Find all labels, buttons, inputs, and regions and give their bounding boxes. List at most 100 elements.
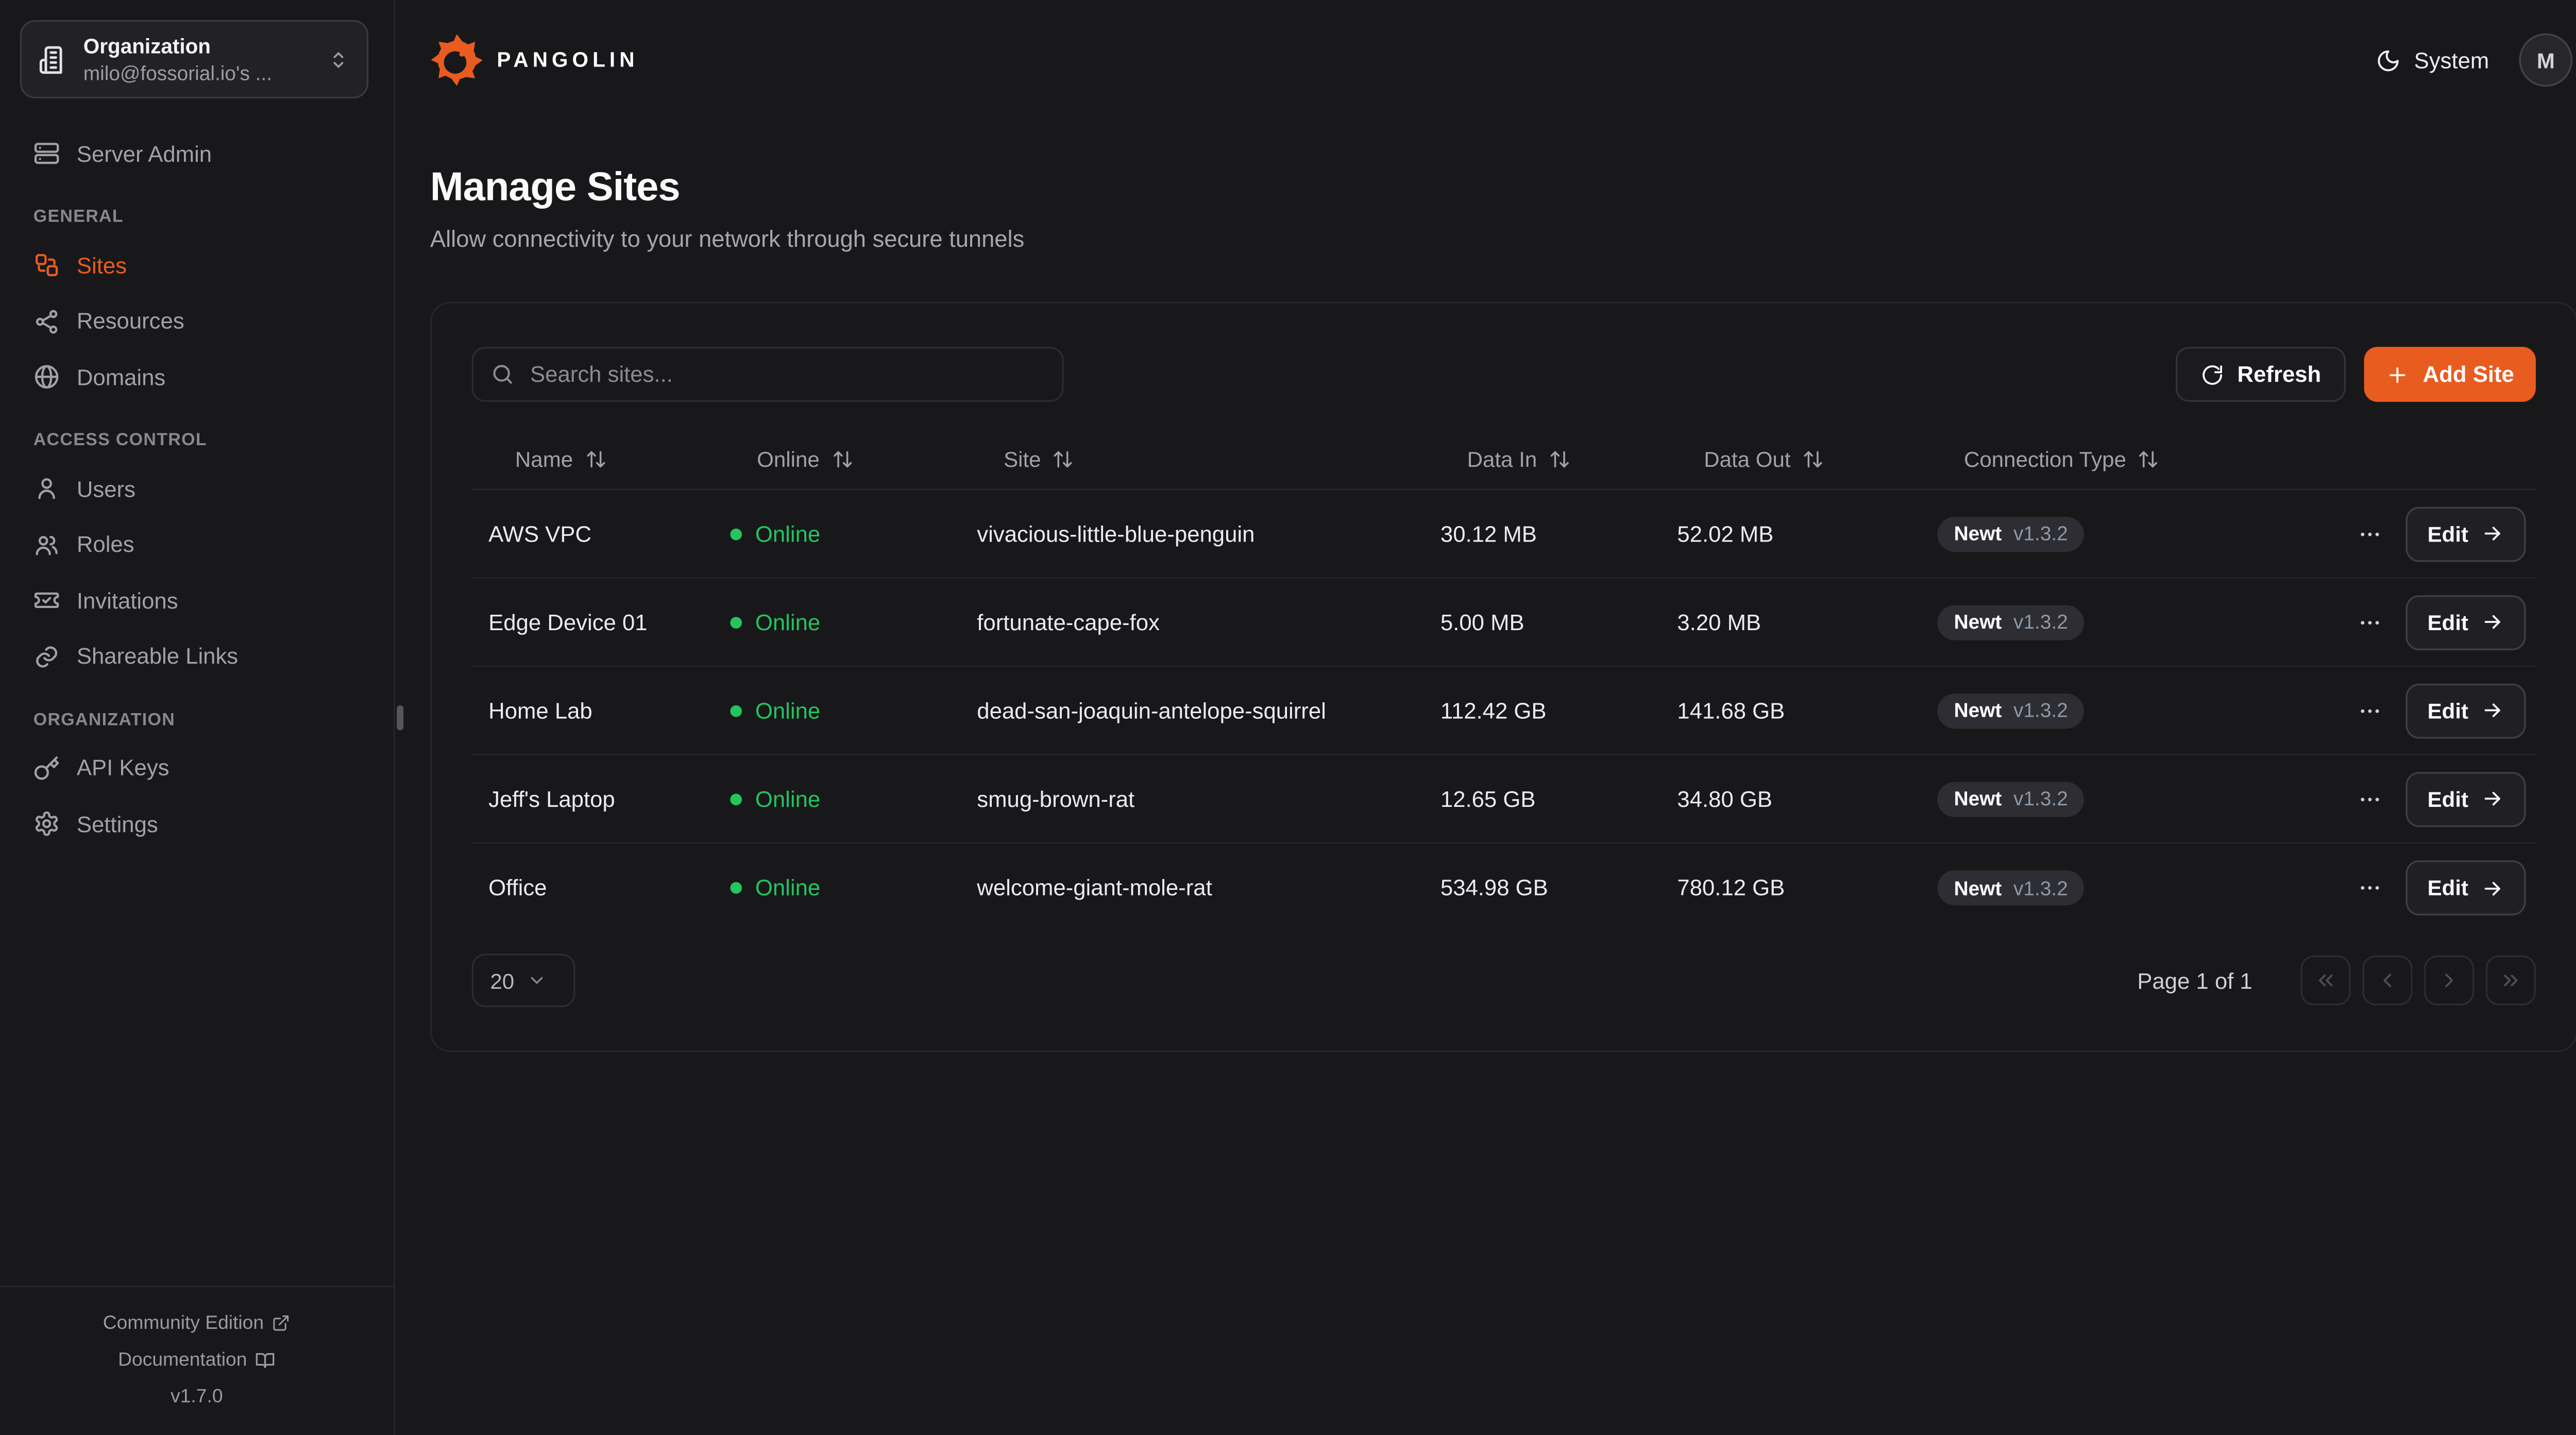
column-header-site[interactable]: Site — [977, 447, 1440, 472]
arrow-right-icon — [2484, 615, 2500, 629]
building-icon — [39, 45, 62, 73]
online-dot-icon — [730, 704, 742, 716]
community-edition-link[interactable]: Community Edition — [0, 1305, 394, 1341]
user-icon — [38, 478, 55, 499]
column-header-connection-type[interactable]: Connection Type — [1937, 447, 2357, 472]
sidebar-item-resources[interactable]: Resources — [20, 301, 374, 341]
column-label: Online — [757, 447, 820, 472]
sidebar-item-roles[interactable]: Roles — [20, 525, 374, 565]
plus-icon — [2390, 366, 2406, 382]
site-id: smug-brown-rat — [977, 786, 1135, 812]
table-row: Office Online welcome-giant-mole-rat 534… — [472, 843, 2536, 932]
edit-button[interactable]: Edit — [2405, 683, 2526, 738]
page-header: Manage Sites Allow connectivity to your … — [430, 165, 2572, 251]
sites-card: Refresh Add Site Name — [430, 301, 2576, 1052]
sidebar-item-label: Settings — [76, 811, 158, 836]
refresh-button[interactable]: Refresh — [2175, 347, 2346, 402]
chevron-down-icon — [532, 977, 544, 984]
org-selector-title: Organization — [83, 36, 211, 59]
table-row: AWS VPC Online vivacious-little-blue-pen… — [471, 490, 2536, 579]
row-menu-button[interactable] — [2358, 610, 2383, 635]
data-out-value: 52.02 MB — [1677, 521, 1774, 546]
row-menu-button[interactable] — [2358, 786, 2383, 812]
toolbar-actions: Refresh Add Site — [2175, 347, 2536, 402]
sidebar-item-domains[interactable]: Domains — [20, 357, 374, 397]
refresh-label: Refresh — [2237, 362, 2321, 387]
add-site-button[interactable]: Add Site — [2364, 347, 2536, 402]
online-status-label: Online — [755, 786, 821, 812]
sidebar-item-settings[interactable]: Settings — [20, 804, 374, 844]
online-dot-icon — [730, 792, 742, 805]
connection-version: v1.3.2 — [2013, 787, 2068, 811]
page-status: Page 1 of 1 — [2137, 968, 2252, 993]
pagination: Page 1 of 1 — [2137, 955, 2536, 1006]
row-menu-button[interactable] — [2358, 698, 2383, 723]
external-link-icon — [274, 1315, 289, 1331]
arrow-right-icon — [2484, 791, 2500, 806]
row-actions: Edit — [2358, 594, 2526, 650]
table-footer: 20 Page 1 of 1 — [471, 953, 2536, 1007]
column-header-data-in[interactable]: Data In — [1440, 447, 1677, 472]
connection-badge: Newt v1.3.2 — [1937, 604, 2085, 640]
org-selector[interactable]: Organization milo@fossorial.io's ... — [20, 20, 369, 98]
row-menu-button[interactable] — [2358, 875, 2383, 901]
org-selector-value: milo@fossorial.io's ... — [83, 61, 273, 85]
next-page-button[interactable] — [2424, 955, 2475, 1006]
online-dot-icon — [730, 616, 742, 628]
online-status: Online — [730, 698, 977, 723]
theme-toggle-button[interactable]: System — [2376, 47, 2489, 73]
sidebar-item-label: Invitations — [76, 587, 178, 613]
pangolin-logo-icon — [431, 34, 483, 86]
first-page-button[interactable] — [2300, 955, 2351, 1006]
refresh-icon — [2202, 364, 2222, 384]
add-site-label: Add Site — [2422, 362, 2514, 387]
theme-label: System — [2414, 47, 2489, 73]
globe-icon — [35, 365, 59, 389]
sidebar-item-sites[interactable]: Sites — [20, 245, 374, 285]
row-menu-button[interactable] — [2358, 521, 2383, 546]
moon-icon — [2378, 49, 2399, 71]
column-header-data-out[interactable]: Data Out — [1677, 447, 1937, 472]
sidebar-item-api-keys[interactable]: API Keys — [20, 748, 374, 788]
connection-name: Newt — [1954, 610, 2002, 634]
sites-toolbar: Refresh Add Site — [471, 347, 2536, 402]
server-icon — [34, 143, 59, 164]
sidebar-nav: Server Admin GENERAL Sites Resources — [0, 133, 394, 844]
community-edition-label: Community Edition — [103, 1313, 264, 1333]
edit-button[interactable]: Edit — [2405, 860, 2526, 916]
sort-icon — [2140, 451, 2158, 468]
avatar[interactable]: M — [2519, 33, 2573, 87]
sidebar-resize-handle[interactable] — [397, 705, 403, 730]
edit-button[interactable]: Edit — [2405, 771, 2526, 826]
sidebar-item-label: Domains — [76, 364, 166, 390]
connection-type-cell: Newt v1.3.2 — [1937, 781, 2357, 817]
last-page-button[interactable] — [2485, 955, 2536, 1006]
column-header-online[interactable]: Online — [730, 447, 977, 472]
ellipsis-icon — [2361, 886, 2379, 890]
sort-icon — [1804, 451, 1822, 468]
site-name: Jeff's Laptop — [488, 786, 615, 812]
topbar-right: System M — [2376, 33, 2573, 87]
sidebar-item-users[interactable]: Users — [20, 468, 374, 509]
data-in-value: 12.65 GB — [1440, 786, 1536, 812]
connection-version: v1.3.2 — [2013, 698, 2068, 722]
edit-button[interactable]: Edit — [2405, 506, 2526, 561]
table-row: Edge Device 01 Online fortunate-cape-fox… — [471, 579, 2536, 667]
page-size-select[interactable]: 20 — [471, 953, 575, 1007]
sidebar-item-shareable-links[interactable]: Shareable Links — [20, 636, 374, 677]
sidebar-item-invitations[interactable]: Invitations — [20, 580, 374, 620]
documentation-link[interactable]: Documentation — [0, 1341, 394, 1378]
previous-page-button[interactable] — [2362, 955, 2413, 1006]
connection-name: Newt — [1954, 521, 2002, 546]
site-id: fortunate-cape-fox — [977, 609, 1160, 635]
connection-type-cell: Newt v1.3.2 — [1937, 870, 2357, 906]
edit-button[interactable]: Edit — [2405, 594, 2526, 650]
sidebar-item-server-admin[interactable]: Server Admin — [20, 133, 374, 174]
sidebar-footer: Community Edition Documentation v1.7.0 — [0, 1285, 394, 1434]
column-header-name[interactable]: Name — [488, 447, 730, 472]
ellipsis-icon — [2361, 708, 2379, 712]
site-name: Home Lab — [488, 698, 592, 723]
online-status: Online — [730, 610, 977, 634]
search-input[interactable] — [471, 347, 1064, 402]
